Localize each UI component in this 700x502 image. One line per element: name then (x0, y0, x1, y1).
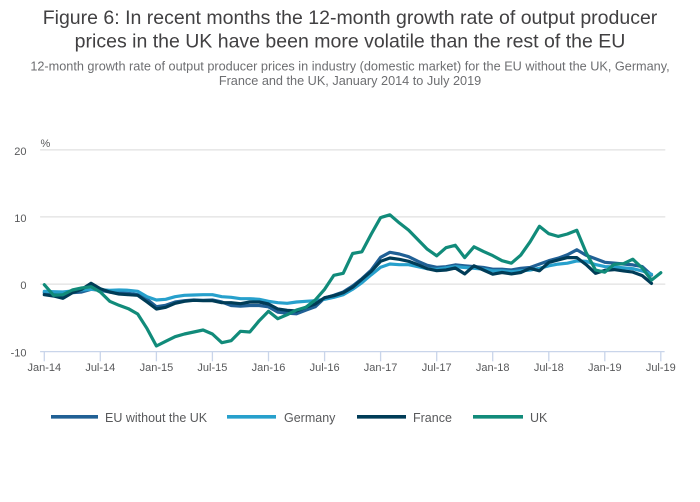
svg-text:10: 10 (14, 213, 26, 225)
svg-text:Jan-15: Jan-15 (140, 362, 174, 374)
svg-text:Figure 6: In recent months the: Figure 6: In recent months the 12-month … (43, 7, 658, 29)
svg-text:Jul-18: Jul-18 (534, 362, 564, 374)
svg-text:Jan-14: Jan-14 (27, 362, 61, 374)
svg-text:Jul-16: Jul-16 (310, 362, 340, 374)
svg-text:Jul-17: Jul-17 (422, 362, 452, 374)
svg-text:Jul-19: Jul-19 (646, 362, 676, 374)
svg-text:prices in the UK have been mor: prices in the UK have been more volatile… (75, 31, 626, 53)
svg-text:Jan-17: Jan-17 (364, 362, 398, 374)
svg-text:%: % (41, 138, 51, 150)
svg-text:Jan-19: Jan-19 (588, 362, 622, 374)
svg-text:12-month growth rate of output: 12-month growth rate of output producer … (30, 60, 669, 74)
svg-text:UK: UK (530, 411, 548, 425)
svg-text:Jul-14: Jul-14 (85, 362, 115, 374)
svg-text:Jul-15: Jul-15 (197, 362, 227, 374)
svg-text:-10: -10 (11, 348, 27, 360)
svg-text:France and the UK, January 201: France and the UK, January 2014 to July … (219, 74, 481, 88)
svg-text:France: France (413, 411, 452, 425)
svg-text:Jan-18: Jan-18 (476, 362, 510, 374)
svg-text:Germany: Germany (284, 411, 336, 425)
svg-text:Jan-16: Jan-16 (252, 362, 286, 374)
svg-text:0: 0 (20, 280, 26, 292)
svg-text:EU without the UK: EU without the UK (105, 411, 208, 425)
svg-text:20: 20 (14, 146, 26, 158)
